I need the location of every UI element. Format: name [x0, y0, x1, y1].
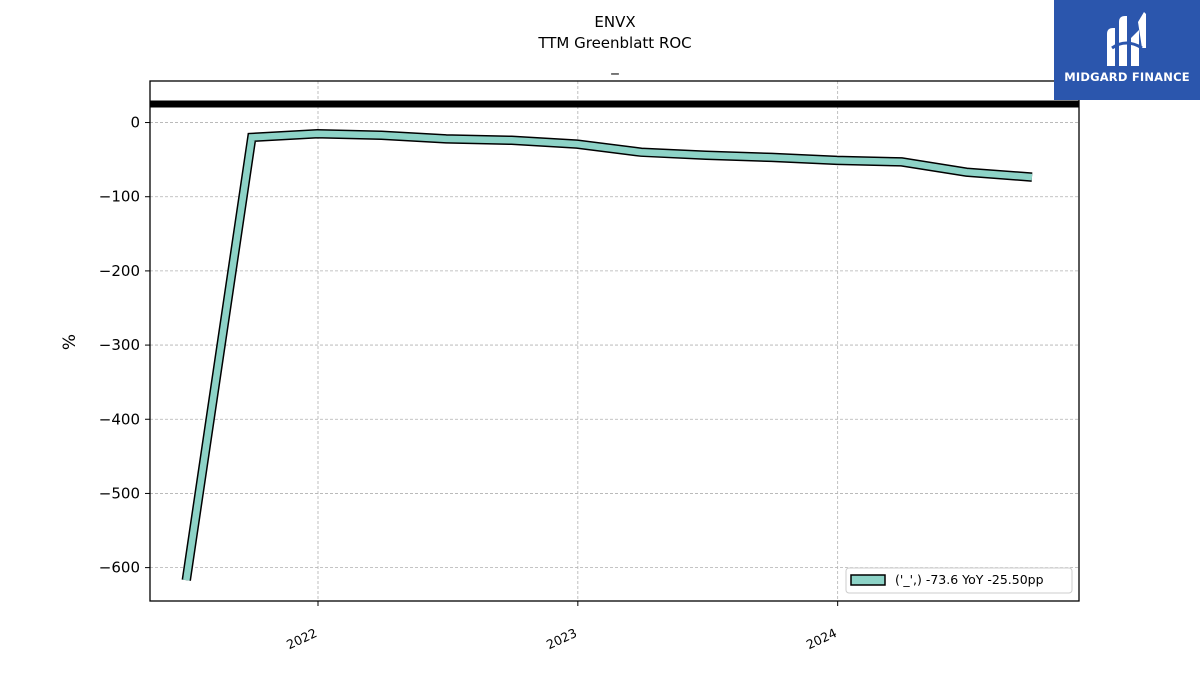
chart-title-ticker: ENVX	[594, 13, 635, 31]
y-tick-label: −300	[99, 336, 140, 354]
y-axis-ticks: 0 −100 −200 −300 −400 −500 −600	[99, 114, 150, 577]
midgard-finance-logo: MIDGARD FINANCE	[1054, 0, 1200, 100]
y-tick-label: −200	[99, 262, 140, 280]
logo-mark-icon	[1107, 12, 1146, 66]
chart-title-metric: TTM Greenblatt ROC	[537, 34, 691, 52]
chart-subtitle: _	[610, 57, 619, 76]
legend-box	[845, 567, 1073, 594]
y-tick-label: 0	[130, 114, 140, 132]
x-tick-label: 2022	[284, 625, 319, 652]
y-tick-label: −600	[99, 559, 140, 577]
chart-title-group: ENVX TTM Greenblatt ROC _	[537, 13, 691, 76]
logo-text: MIDGARD FINANCE	[1064, 70, 1190, 84]
grid-lines	[150, 81, 1079, 601]
x-axis-ticks: 2022 2023 2024	[284, 601, 839, 652]
y-axis-label: %	[60, 334, 80, 350]
legend-label: ('_',) -73.6 YoY -25.50pp	[895, 572, 1044, 587]
y-tick-label: −400	[99, 410, 140, 428]
y-tick-label: −100	[99, 188, 140, 206]
legend-swatch	[850, 574, 886, 586]
plot-frame	[149, 80, 1080, 602]
y-tick-label: −500	[99, 484, 140, 502]
x-tick-label: 2023	[544, 625, 579, 652]
series-group	[181, 128, 1033, 581]
series-line	[183, 130, 1033, 581]
x-tick-label: 2024	[804, 625, 839, 652]
legend: ('_',) -73.6 YoY -25.50pp	[845, 567, 1073, 594]
series-line-outline	[181, 128, 1033, 581]
